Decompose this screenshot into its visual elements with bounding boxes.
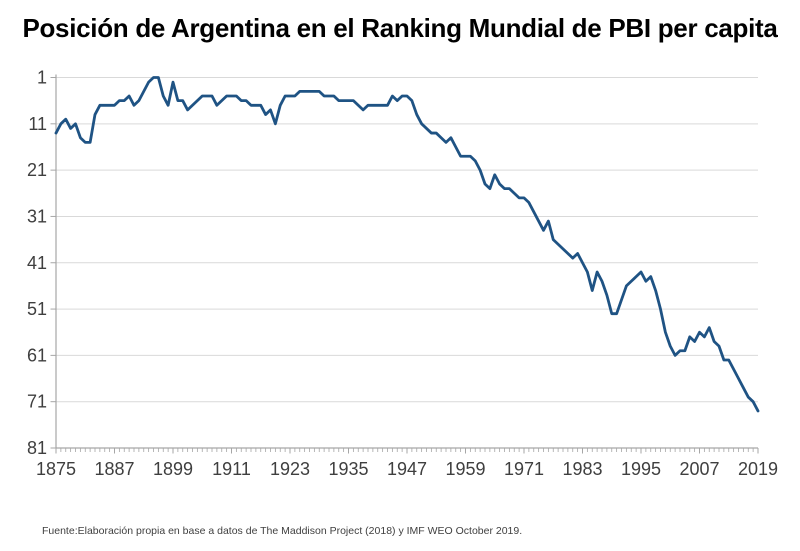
x-tick-label: 1911 <box>212 459 251 479</box>
y-tick-label: 11 <box>28 114 47 134</box>
x-tick-label: 1983 <box>562 459 602 479</box>
x-tick-label: 1875 <box>36 459 76 479</box>
chart-title: Posición de Argentina en el Ranking Mund… <box>22 13 778 43</box>
y-tick-label: 71 <box>27 392 47 412</box>
x-tick-label: 1935 <box>328 459 368 479</box>
y-tick-label: 61 <box>27 345 47 365</box>
x-tick-label: 1959 <box>445 459 485 479</box>
x-tick-label: 1899 <box>153 459 193 479</box>
y-tick-label: 31 <box>27 206 47 226</box>
x-tick-label: 1971 <box>504 459 544 479</box>
data-line-argentina <box>54 76 760 413</box>
x-tick-label: 1923 <box>270 459 310 479</box>
y-tick-label: 1 <box>37 68 47 88</box>
x-tick-label: 2007 <box>679 459 719 479</box>
y-tick-label: 51 <box>27 299 47 319</box>
y-tick-label: 41 <box>27 253 47 273</box>
x-tick-label: 1995 <box>621 459 661 479</box>
y-tick-label: 81 <box>27 438 47 458</box>
source-note: Fuente:Elaboración propia en base a dato… <box>42 525 523 537</box>
y-tick-label: 21 <box>27 160 47 180</box>
x-tick-label: 2019 <box>738 459 778 479</box>
x-tick-label: 1887 <box>94 459 134 479</box>
x-tick-label: 1947 <box>387 459 427 479</box>
